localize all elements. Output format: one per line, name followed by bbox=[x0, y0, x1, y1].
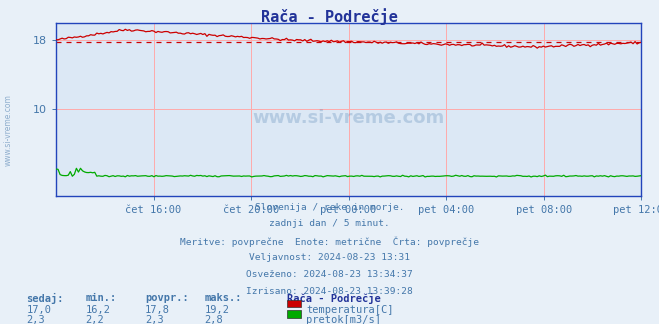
Text: Slovenija / reke in morje.: Slovenija / reke in morje. bbox=[255, 202, 404, 212]
Text: Izrisano: 2024-08-23 13:39:28: Izrisano: 2024-08-23 13:39:28 bbox=[246, 287, 413, 296]
Text: Veljavnost: 2024-08-23 13:31: Veljavnost: 2024-08-23 13:31 bbox=[249, 253, 410, 262]
Text: www.si-vreme.com: www.si-vreme.com bbox=[252, 109, 445, 127]
Text: 2,8: 2,8 bbox=[204, 315, 223, 324]
Text: 19,2: 19,2 bbox=[204, 305, 229, 315]
Text: sedaj:: sedaj: bbox=[26, 293, 64, 304]
Text: zadnji dan / 5 minut.: zadnji dan / 5 minut. bbox=[269, 219, 390, 228]
Text: 2,2: 2,2 bbox=[86, 315, 104, 324]
Text: Rača - Podrečje: Rača - Podrečje bbox=[261, 8, 398, 25]
Text: min.:: min.: bbox=[86, 293, 117, 303]
Text: Meritve: povprečne  Enote: metrične  Črta: povprečje: Meritve: povprečne Enote: metrične Črta:… bbox=[180, 236, 479, 247]
Text: maks.:: maks.: bbox=[204, 293, 242, 303]
Text: Rača - Podrečje: Rača - Podrečje bbox=[287, 293, 380, 304]
Text: pretok[m3/s]: pretok[m3/s] bbox=[306, 315, 382, 324]
Text: povpr.:: povpr.: bbox=[145, 293, 188, 303]
Text: 16,2: 16,2 bbox=[86, 305, 111, 315]
Text: 2,3: 2,3 bbox=[26, 315, 45, 324]
Text: temperatura[C]: temperatura[C] bbox=[306, 305, 394, 315]
Text: 2,3: 2,3 bbox=[145, 315, 163, 324]
Text: Osveženo: 2024-08-23 13:34:37: Osveženo: 2024-08-23 13:34:37 bbox=[246, 270, 413, 279]
Text: 17,8: 17,8 bbox=[145, 305, 170, 315]
Text: www.si-vreme.com: www.si-vreme.com bbox=[3, 94, 13, 166]
Text: 17,0: 17,0 bbox=[26, 305, 51, 315]
